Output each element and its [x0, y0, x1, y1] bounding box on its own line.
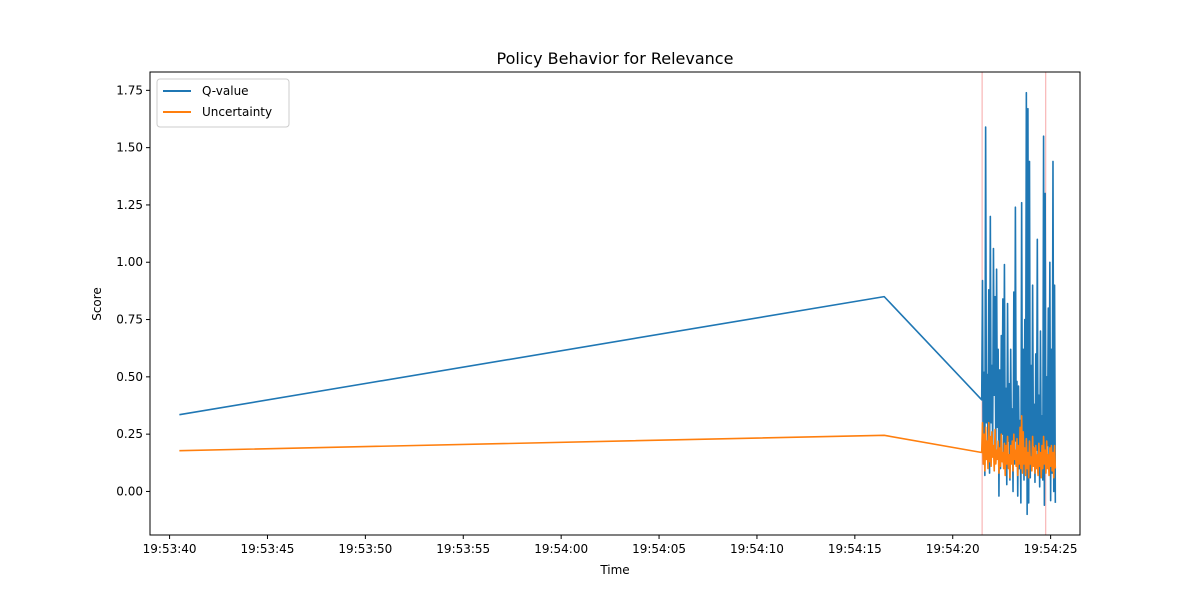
y-tick-label: 0.50 — [116, 370, 143, 384]
y-tick-label: 0.75 — [116, 313, 143, 327]
x-tick-label: 19:54:05 — [632, 542, 686, 556]
y-axis: 0.00 0.25 0.50 0.75 1.00 1.25 1.50 1.75 — [116, 83, 150, 498]
y-axis-label: Score — [90, 287, 104, 321]
y-tick-label: 1.50 — [116, 141, 143, 155]
series-layer — [179, 91, 1057, 516]
x-tick-label: 19:54:15 — [828, 542, 882, 556]
series-line-uncertainty — [179, 415, 1057, 479]
x-axis-label: Time — [599, 563, 629, 577]
chart-title: Policy Behavior for Relevance — [497, 49, 734, 68]
x-tick-label: 19:53:40 — [143, 542, 197, 556]
x-tick-label: 19:54:25 — [1024, 542, 1078, 556]
y-tick-label: 0.25 — [116, 427, 143, 441]
legend-label-q-value: Q-value — [202, 84, 249, 98]
x-tick-label: 19:53:45 — [241, 542, 295, 556]
legend: Q-value Uncertainty — [156, 78, 290, 128]
x-axis: 19:53:40 19:53:45 19:53:50 19:53:55 19:54:00… — [143, 535, 1078, 556]
x-tick-label: 19:53:55 — [436, 542, 490, 556]
plot-area — [149, 71, 1081, 536]
x-tick-label: 19:54:00 — [534, 542, 588, 556]
y-tick-label: 1.75 — [116, 83, 143, 97]
y-tick-label: 1.25 — [116, 198, 143, 212]
x-tick-label: 19:54:20 — [926, 542, 980, 556]
y-tick-label: 0.00 — [116, 484, 143, 498]
y-tick-label: 1.00 — [116, 255, 143, 269]
legend-label-uncertainty: Uncertainty — [202, 105, 272, 119]
x-tick-label: 19:54:10 — [730, 542, 784, 556]
x-tick-label: 19:53:50 — [338, 542, 392, 556]
axes-frame — [149, 71, 1081, 536]
